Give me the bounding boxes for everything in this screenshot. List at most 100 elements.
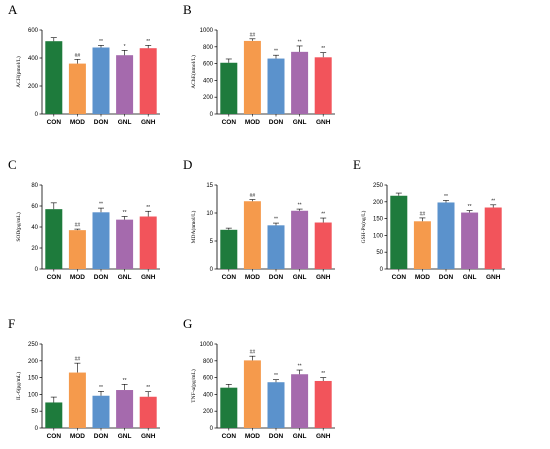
bar-mod bbox=[243, 40, 261, 114]
x-tick-label: GNH bbox=[316, 433, 331, 440]
y-tick-label: 0 bbox=[210, 112, 214, 118]
panel-letter-A: A bbox=[8, 2, 18, 17]
significance-mark: ** bbox=[146, 39, 150, 45]
y-tick-label: 200 bbox=[373, 200, 384, 206]
y-tick-label: 200 bbox=[28, 359, 39, 365]
bar-con bbox=[220, 229, 238, 269]
bar-don bbox=[92, 212, 110, 269]
bar-don bbox=[437, 202, 455, 269]
y-tick-label: 50 bbox=[31, 409, 38, 415]
bar-gnl bbox=[116, 390, 134, 428]
x-tick-label: GNL bbox=[118, 119, 132, 126]
x-tick-label: MOD bbox=[245, 119, 260, 126]
panel-letter-G: G bbox=[183, 316, 193, 331]
significance-mark: ** bbox=[491, 198, 495, 204]
bar-mod bbox=[68, 63, 86, 114]
bar-con bbox=[220, 62, 238, 114]
bar-don bbox=[267, 58, 285, 114]
x-tick-label: DON bbox=[269, 274, 284, 281]
x-tick-label: GNL bbox=[118, 433, 132, 440]
significance-mark: ## bbox=[250, 32, 256, 38]
bar-con bbox=[390, 195, 408, 269]
chart-A: 0 200 400 600 ACH(pmol/L) CON ## MOD ** DON * GNL **… bbox=[15, 28, 160, 126]
chart-E: 0 50 100 150 200 250 GSH-Px(ng/L) CON ## MOD ** DON… bbox=[360, 183, 505, 281]
significance-mark: ** bbox=[274, 217, 278, 223]
significance-mark: ## bbox=[75, 53, 81, 59]
x-tick-label: CON bbox=[222, 274, 237, 281]
bar-gnh bbox=[484, 207, 502, 269]
x-tick-label: MOD bbox=[415, 274, 430, 281]
x-tick-label: DON bbox=[94, 433, 109, 440]
significance-mark: ** bbox=[146, 205, 150, 211]
x-tick-label: GNH bbox=[316, 274, 331, 281]
y-tick-label: 0 bbox=[210, 267, 214, 273]
significance-mark: ** bbox=[123, 210, 127, 216]
y-tick-label: 600 bbox=[203, 376, 214, 382]
panel-letter-C: C bbox=[8, 157, 17, 172]
chart-G: 0 200 400 600 800 1000 TNF-α(pg/mL) CON ## MOD ** D… bbox=[190, 342, 335, 440]
bar-con bbox=[220, 387, 238, 428]
bar-mod bbox=[243, 360, 261, 428]
bar-don bbox=[92, 47, 110, 114]
significance-mark: ** bbox=[321, 212, 325, 218]
y-tick-label: 1000 bbox=[200, 342, 214, 348]
bar-don bbox=[92, 395, 110, 428]
bar-gnh bbox=[139, 216, 157, 269]
significance-mark: ## bbox=[250, 193, 256, 199]
bar-gnh bbox=[139, 396, 157, 428]
x-tick-label: GNL bbox=[293, 274, 307, 281]
chart-B: 0 200 400 600 800 1000 AChE(nmol/L) CON ## MOD ** D… bbox=[190, 28, 335, 126]
significance-mark: ** bbox=[274, 373, 278, 379]
y-axis-label: TNF-α(pg/mL) bbox=[190, 369, 197, 403]
bar-gnl bbox=[116, 219, 134, 269]
y-tick-label: 40 bbox=[31, 225, 38, 231]
x-tick-label: GNL bbox=[463, 274, 477, 281]
significance-mark: ** bbox=[298, 364, 302, 370]
bar-gnl bbox=[291, 51, 309, 114]
y-tick-label: 800 bbox=[203, 45, 214, 51]
y-tick-label: 0 bbox=[210, 426, 214, 432]
y-tick-label: 20 bbox=[31, 246, 38, 252]
x-tick-label: DON bbox=[269, 119, 284, 126]
y-tick-label: 600 bbox=[28, 28, 39, 34]
y-tick-label: 200 bbox=[28, 84, 39, 90]
y-tick-label: 150 bbox=[28, 376, 39, 382]
y-tick-label: 150 bbox=[373, 217, 384, 223]
x-tick-label: GNH bbox=[141, 274, 156, 281]
x-tick-label: MOD bbox=[245, 274, 260, 281]
y-tick-label: 400 bbox=[203, 392, 214, 398]
y-tick-label: 800 bbox=[203, 359, 214, 365]
significance-mark: ** bbox=[444, 194, 448, 200]
y-tick-label: 60 bbox=[31, 204, 38, 210]
y-tick-label: 5 bbox=[210, 239, 214, 245]
significance-mark: ## bbox=[420, 211, 426, 217]
x-tick-label: CON bbox=[47, 119, 62, 126]
x-tick-label: GNL bbox=[118, 274, 132, 281]
x-tick-label: GNL bbox=[293, 433, 307, 440]
significance-mark: ** bbox=[321, 46, 325, 52]
significance-mark: ** bbox=[274, 49, 278, 55]
bar-don bbox=[267, 382, 285, 428]
panel-letter-D: D bbox=[183, 157, 193, 172]
x-tick-label: MOD bbox=[70, 119, 85, 126]
x-tick-label: MOD bbox=[70, 274, 85, 281]
significance-mark: ## bbox=[250, 350, 256, 356]
y-tick-label: 0 bbox=[35, 112, 39, 118]
bar-mod bbox=[68, 372, 86, 428]
bar-gnh bbox=[139, 48, 157, 115]
chart-C: 0 20 40 60 80 SOD(pg/mL) CON ## MOD ** DON ** GNL ** G… bbox=[15, 183, 160, 281]
x-tick-label: GNH bbox=[316, 119, 331, 126]
x-tick-label: CON bbox=[392, 274, 407, 281]
x-tick-label: GNH bbox=[141, 433, 156, 440]
y-tick-label: 0 bbox=[35, 267, 39, 273]
bar-gnl bbox=[116, 55, 134, 114]
y-tick-label: 400 bbox=[203, 78, 214, 84]
bar-con bbox=[45, 402, 63, 428]
bar-mod bbox=[68, 230, 86, 269]
significance-mark: ## bbox=[75, 223, 81, 229]
significance-mark: ** bbox=[146, 385, 150, 391]
y-tick-label: 10 bbox=[206, 211, 213, 217]
y-axis-label: AChE(nmol/L) bbox=[190, 55, 197, 89]
significance-mark: ** bbox=[298, 39, 302, 45]
